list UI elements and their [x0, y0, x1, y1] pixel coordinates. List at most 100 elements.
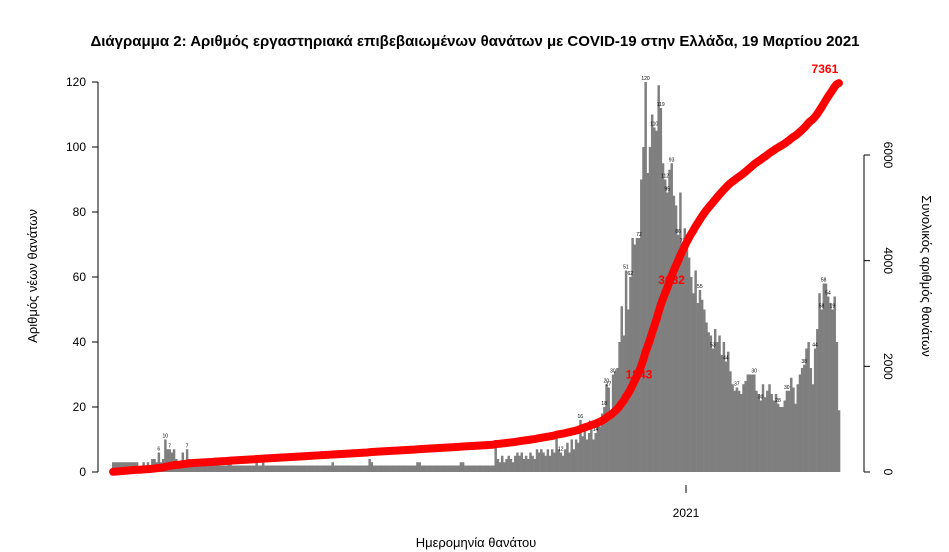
bar	[396, 465, 400, 472]
bar-value-label: 95	[664, 187, 670, 193]
bar-value-label: 51	[623, 265, 629, 271]
bar	[451, 465, 454, 472]
bar	[835, 342, 839, 472]
bar	[442, 465, 445, 472]
bar	[548, 455, 552, 472]
bar	[411, 465, 415, 472]
bar	[713, 329, 717, 472]
bar	[657, 85, 660, 472]
bar-value-label: 18	[601, 401, 607, 407]
bar	[166, 449, 169, 472]
bar	[829, 303, 832, 472]
bar	[761, 384, 765, 472]
bar	[292, 465, 295, 472]
bar	[338, 465, 341, 472]
bar	[290, 465, 293, 472]
bar	[285, 465, 289, 472]
bar	[670, 163, 673, 472]
bar	[405, 465, 408, 472]
bar	[679, 192, 682, 472]
bar	[301, 465, 304, 472]
bar	[203, 465, 206, 472]
bar-value-label: 30	[758, 395, 764, 401]
bar	[644, 82, 647, 472]
bar	[783, 400, 786, 472]
bar	[296, 465, 300, 472]
bar	[579, 420, 582, 472]
bar	[261, 462, 265, 472]
bar-value-label: 20	[604, 378, 610, 384]
bar-value-label: 19	[830, 304, 836, 310]
bar	[316, 465, 319, 472]
bar	[837, 410, 841, 472]
bar	[816, 329, 819, 472]
bar	[674, 205, 678, 472]
bar	[527, 459, 530, 472]
bar	[424, 465, 428, 472]
left-tick-label: 20	[73, 400, 87, 414]
bar	[422, 465, 426, 472]
bar	[642, 147, 645, 472]
bar	[807, 342, 810, 472]
bar-value-label: 120	[641, 76, 650, 82]
bar	[340, 465, 343, 472]
bar	[390, 465, 393, 472]
bar	[348, 465, 352, 472]
bar	[431, 465, 434, 472]
bar	[227, 462, 230, 472]
bar	[648, 147, 652, 472]
bar	[557, 449, 560, 472]
bar	[394, 465, 397, 472]
bar	[229, 462, 232, 472]
bar	[640, 179, 643, 472]
bar	[303, 465, 306, 472]
bar	[346, 465, 350, 472]
bar	[461, 462, 465, 472]
bar	[381, 465, 384, 472]
bar	[485, 465, 489, 472]
bar-value-label: 44	[812, 343, 818, 349]
cumulative-value-label: 7361	[812, 62, 839, 76]
bar	[803, 364, 806, 472]
bar	[294, 465, 298, 472]
right-tick-label: 0	[881, 469, 895, 476]
bar	[498, 462, 502, 472]
bar	[831, 309, 834, 472]
bar	[600, 413, 604, 472]
bar	[472, 465, 476, 472]
bar	[568, 452, 571, 472]
bar	[564, 449, 567, 472]
bar	[264, 465, 267, 472]
left-tick-label: 120	[66, 75, 86, 89]
bar	[646, 173, 650, 472]
left-tick-label: 40	[73, 335, 87, 349]
bar	[668, 169, 671, 472]
bar	[779, 407, 782, 472]
bar	[116, 462, 119, 472]
bar	[483, 465, 487, 472]
bar	[703, 309, 706, 472]
bar	[416, 462, 419, 472]
bar	[259, 465, 263, 472]
bar	[574, 439, 578, 472]
bar	[477, 465, 480, 472]
bar	[324, 465, 328, 472]
bar	[616, 368, 619, 472]
bar	[196, 465, 200, 472]
bar-value-label: 14	[593, 427, 599, 433]
bar	[433, 465, 437, 472]
bar	[359, 465, 363, 472]
bar-value-label: 54	[825, 291, 831, 297]
bar	[255, 462, 258, 472]
bar	[320, 465, 324, 472]
bar	[444, 465, 447, 472]
bar	[268, 465, 271, 472]
bar	[179, 465, 182, 472]
bar	[298, 465, 302, 472]
bar-value-label: 72	[636, 232, 642, 238]
bar	[414, 465, 417, 472]
bar	[112, 462, 115, 472]
bar	[692, 293, 695, 472]
bar	[385, 465, 389, 472]
bar	[770, 394, 773, 472]
